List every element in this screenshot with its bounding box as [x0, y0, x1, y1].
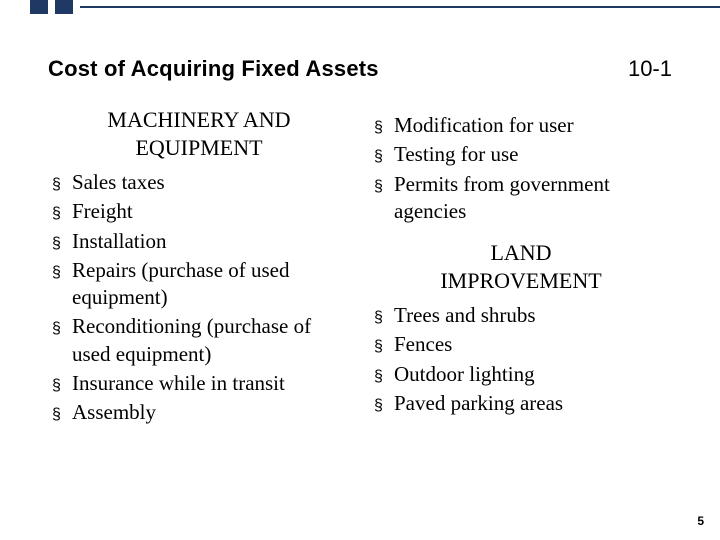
list-item: Insurance while in transit	[52, 370, 350, 397]
list-item: Reconditioning (purchase of used equipme…	[52, 313, 350, 368]
page-title: Cost of Acquiring Fixed Assets	[48, 56, 379, 82]
list-item: Outdoor lighting	[374, 361, 672, 388]
list-item: Trees and shrubs	[374, 302, 672, 329]
accent-square-1	[30, 0, 48, 14]
slide-number: 5	[697, 514, 704, 528]
right-top-list: Modification for user Testing for use Pe…	[370, 112, 672, 225]
left-heading-line2: EQUIPMENT	[135, 135, 262, 160]
right-heading: LAND IMPROVEMENT	[370, 239, 672, 294]
list-item: Paved parking areas	[374, 390, 672, 417]
page-code: 10-1	[628, 56, 672, 82]
left-heading: MACHINERY AND EQUIPMENT	[48, 106, 350, 161]
right-heading-line2: IMPROVEMENT	[440, 268, 601, 293]
list-item: Freight	[52, 198, 350, 225]
list-item: Repairs (purchase of used equipment)	[52, 257, 350, 312]
list-item: Fences	[374, 331, 672, 358]
list-item: Assembly	[52, 399, 350, 426]
accent-line	[80, 6, 720, 8]
slide: Cost of Acquiring Fixed Assets 10-1 MACH…	[0, 0, 720, 540]
left-heading-line1: MACHINERY AND	[107, 107, 290, 132]
right-bottom-list: Trees and shrubs Fences Outdoor lighting…	[370, 302, 672, 417]
top-accent-bar	[0, 0, 720, 14]
right-column: Modification for user Testing for use Pe…	[370, 100, 672, 429]
left-list: Sales taxes Freight Installation Repairs…	[48, 169, 350, 427]
content-columns: MACHINERY AND EQUIPMENT Sales taxes Frei…	[48, 100, 672, 429]
accent-square-2	[55, 0, 73, 14]
left-column: MACHINERY AND EQUIPMENT Sales taxes Frei…	[48, 100, 350, 429]
header-row: Cost of Acquiring Fixed Assets 10-1	[48, 56, 672, 82]
list-item: Sales taxes	[52, 169, 350, 196]
right-heading-line1: LAND	[490, 240, 551, 265]
list-item: Testing for use	[374, 141, 672, 168]
list-item: Permits from government agencies	[374, 171, 672, 226]
list-item: Installation	[52, 228, 350, 255]
list-item: Modification for user	[374, 112, 672, 139]
